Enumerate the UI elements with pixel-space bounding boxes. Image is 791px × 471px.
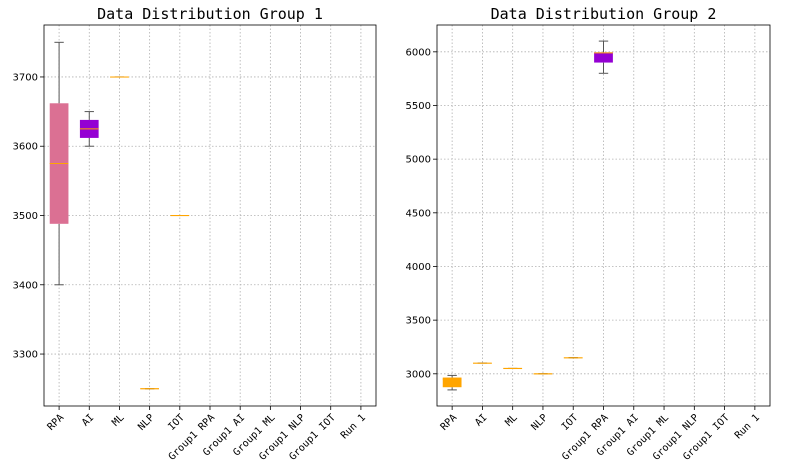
y-tick-label: 3700 [13,72,38,83]
x-tick-label: RPA [46,412,67,433]
box-body [594,52,613,63]
x-tick-label: Run 1 [733,412,762,441]
box-iot [563,357,583,359]
y-tick-label: 3500 [406,316,431,327]
y-tick-label: 3300 [13,350,38,361]
y-tick-label: 3000 [406,369,431,380]
box-ml [110,76,129,78]
box-ai [473,362,492,364]
y-tick-label: 5500 [406,101,431,112]
x-tick-label: AI [473,412,489,428]
y-tick-label: 4500 [406,208,431,219]
box-nlp [140,388,159,390]
box-ai [79,111,99,147]
box-iot [170,215,190,217]
box-rpa [442,374,462,391]
box-nlp [533,373,553,375]
chart-panel-2: 3000 3500 4000 4500 5000 5500 6000 RPA AI ML NLP IO… [406,5,771,463]
y-tick-label: 4000 [406,262,431,273]
chart-title: Data Distribution Group 2 [491,5,717,23]
y-tick-label: 3500 [13,211,38,222]
x-tick-label: AI [80,412,96,428]
y-tick-label: 6000 [406,47,431,58]
x-tick-label: NLP [136,412,157,433]
x-tick-label: RPA [439,412,460,433]
x-tick-label: Run 1 [339,412,368,441]
y-tick-label: 3400 [13,280,38,291]
x-tick-label: IOT [560,412,581,433]
x-tick-label: NLP [530,412,551,433]
y-tick-label: 5000 [406,155,431,166]
x-tick-label: ML [110,412,126,428]
x-tick-label: IOT [166,412,187,433]
chart-title: Data Distribution Group 1 [97,5,323,23]
box-ml [503,367,523,370]
box-group1-rpa [594,40,613,74]
box-body [442,377,462,388]
x-tick-label: ML [504,412,520,428]
box-rpa [49,41,69,286]
y-tick-label: 3600 [13,142,38,153]
